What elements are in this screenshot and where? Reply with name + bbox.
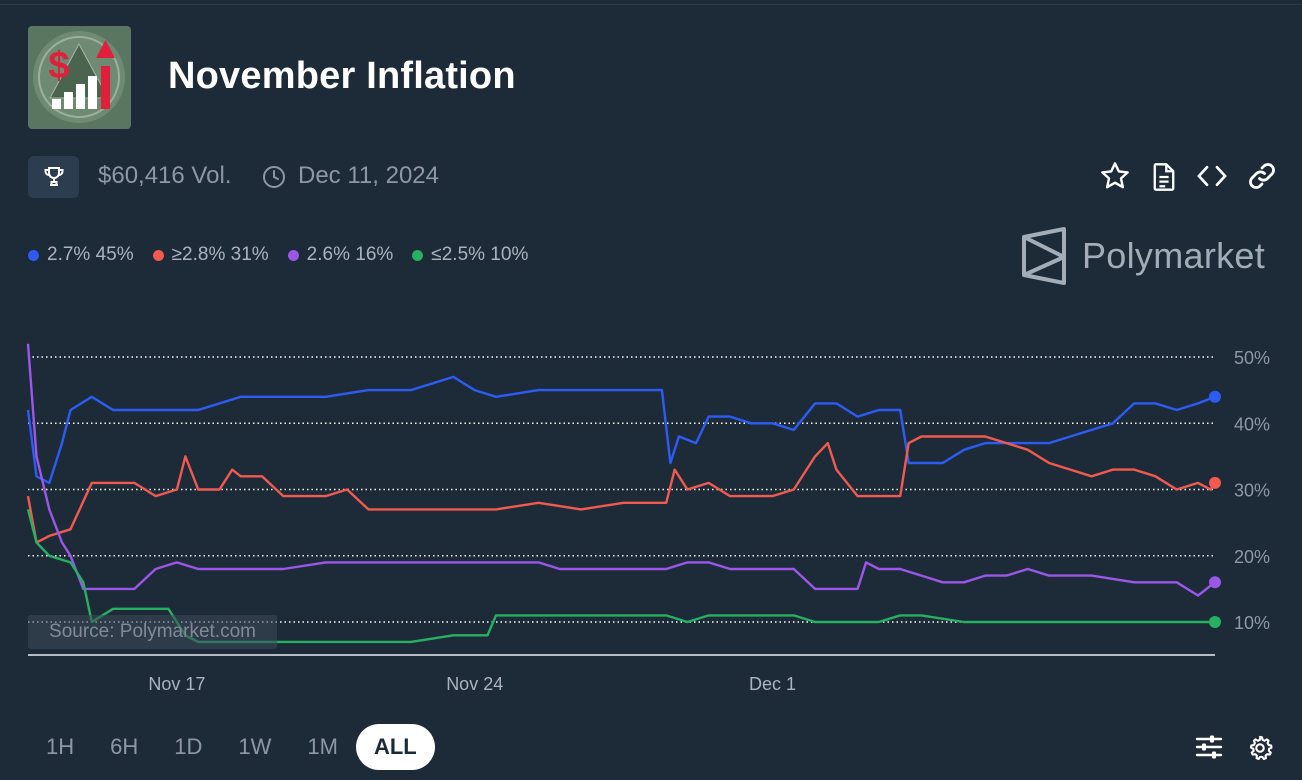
series-end-point (1209, 576, 1221, 589)
y-tick-label: 20% (1234, 547, 1270, 567)
series-end-point (1209, 616, 1221, 628)
y-tick-label: 50% (1234, 348, 1270, 368)
time-range-selector: 1H 6H 1D 1W 1M ALL (28, 724, 435, 770)
legend-dot (412, 249, 424, 261)
polymarket-logo-icon (1022, 227, 1066, 285)
legend-label: ≥2.8% 31% (171, 244, 269, 265)
code-icon[interactable] (1197, 163, 1227, 189)
legend-label: 2.6% 16% (306, 244, 394, 265)
series-line (26, 509, 1215, 644)
range-1d-button[interactable]: 1D (174, 734, 203, 759)
sliders-icon[interactable] (1195, 734, 1223, 760)
x-tick-label: Dec 1 (749, 674, 796, 694)
legend-item: ≥2.8% 31% (152, 244, 269, 266)
volume-text: $60,416 Vol. (98, 162, 232, 189)
top-divider (0, 4, 1302, 5)
clock-icon (263, 166, 285, 188)
series-line (26, 375, 1216, 485)
x-tick-label: Nov 24 (446, 674, 503, 694)
y-tick-label: 30% (1234, 481, 1270, 501)
legend-item: ≤2.5% 10% (412, 244, 528, 266)
document-icon[interactable] (1150, 162, 1178, 192)
polymarket-brand: Polymarket (1020, 227, 1265, 285)
legend-label: 2.7% 45% (47, 244, 134, 265)
page-title: November Inflation (168, 55, 516, 97)
legend-dot (152, 249, 164, 261)
legend-item: 2.7% 45% (28, 244, 134, 266)
legend-dot (287, 249, 299, 261)
trophy-icon (44, 167, 63, 186)
series-end-point (1209, 476, 1221, 489)
inflation-logo-icon: $ (28, 26, 131, 129)
series-end-point (1209, 390, 1221, 403)
y-tick-label: 40% (1234, 414, 1270, 434)
range-1w-button[interactable]: 1W (238, 734, 272, 759)
legend-item: 2.6% 16% (287, 244, 394, 266)
source-label: Source: Polymarket.com (28, 615, 277, 649)
svg-text:$: $ (48, 45, 69, 87)
legend-label: ≤2.5% 10% (431, 244, 529, 265)
price-history-chart: 50% 40% 30% 20% 10% Nov 17 Nov 24 Dec 1 (26, 343, 1270, 694)
range-1m-button[interactable]: 1M (307, 734, 338, 759)
chart-legend: 2.7% 45% ≥2.8% 31% 2.6% 16% ≤2.5% 10% (28, 244, 547, 266)
x-tick-label: Nov 17 (148, 674, 205, 694)
range-6h-button[interactable]: 6H (110, 734, 139, 759)
series-line (26, 435, 1217, 544)
legend-dot (28, 249, 39, 261)
gear-icon[interactable] (1246, 734, 1274, 762)
trophy-button[interactable] (28, 156, 79, 198)
brand-name: Polymarket (1082, 235, 1266, 276)
y-tick-label: 10% (1234, 613, 1270, 633)
link-icon[interactable] (1247, 161, 1277, 191)
range-1h-button[interactable]: 1H (46, 734, 75, 759)
series-line (26, 343, 1216, 597)
end-date-text: Dec 11, 2024 (298, 162, 439, 189)
star-icon[interactable] (1099, 160, 1131, 192)
range-all-button[interactable]: ALL (355, 724, 435, 770)
